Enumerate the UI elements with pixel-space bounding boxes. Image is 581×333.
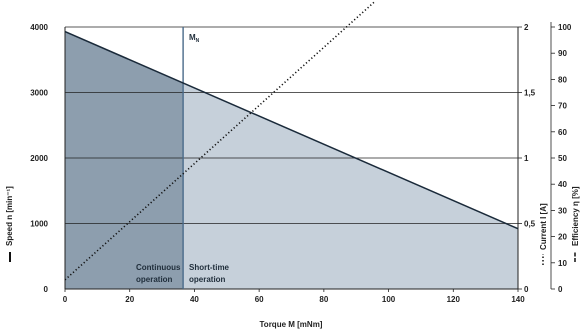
rated-torque-label: MN [189, 33, 200, 44]
efficiency-axis-label: Efficiency η [%] [571, 186, 580, 246]
speed-axis-label: Speed n [min⁻¹] [5, 186, 14, 246]
efficiency-tick-label: 40 [558, 180, 567, 189]
current-tick-label: 2 [524, 23, 529, 32]
current-tick-label: 0 [524, 285, 529, 294]
current-axis-label: Current I [A] [539, 203, 548, 250]
efficiency-tick-label: 0 [558, 285, 563, 294]
efficiency-tick-label: 20 [558, 233, 567, 242]
current-tick-label: 1,5 [524, 89, 536, 98]
x-tick-label: 40 [190, 295, 199, 304]
x-tick-label: 80 [319, 295, 328, 304]
efficiency-tick-label: 30 [558, 206, 567, 215]
current-tick-label: 1 [524, 154, 529, 163]
continuous-operation-label: Continuous operation [136, 263, 183, 284]
current-tick-label: 0,5 [524, 220, 536, 229]
rated-torque-subscript: N [196, 38, 200, 44]
efficiency-tick-label: 70 [558, 102, 567, 111]
short-time-operation-label: Short-time operation [189, 263, 231, 284]
speed-tick-label: 1000 [30, 220, 48, 229]
speed-tick-label: 3000 [30, 89, 48, 98]
current-axis-label-group: Current I [A] [539, 203, 548, 265]
speed-tick-label: 4000 [30, 23, 48, 32]
efficiency-tick-label: 80 [558, 75, 567, 84]
x-tick-label: 0 [63, 295, 68, 304]
x-tick-label: 100 [382, 295, 396, 304]
efficiency-tick-label: 50 [558, 154, 567, 163]
speed-curve [64, 30, 519, 230]
current-curve [64, 0, 377, 281]
x-tick-label: 120 [447, 295, 461, 304]
continuous-operation-area [65, 31, 184, 290]
x-tick-label: 20 [125, 295, 134, 304]
efficiency-tick-label: 100 [558, 23, 572, 32]
x-tick-label: 60 [255, 295, 264, 304]
efficiency-axis-label-group: Efficiency η [%] [571, 186, 580, 262]
efficiency-tick-label: 60 [558, 128, 567, 137]
short-time-operation-area [183, 82, 518, 290]
efficiency-tick-label: 10 [558, 259, 567, 268]
speed-tick-label: 2000 [30, 154, 48, 163]
speed-axis-label-group: Speed n [min⁻¹] [5, 186, 14, 262]
efficiency-tick-label: 90 [558, 49, 567, 58]
x-axis-label: Torque M [mNm] [260, 320, 323, 329]
x-tick-label: 140 [511, 295, 525, 304]
speed-tick-label: 0 [44, 285, 49, 294]
